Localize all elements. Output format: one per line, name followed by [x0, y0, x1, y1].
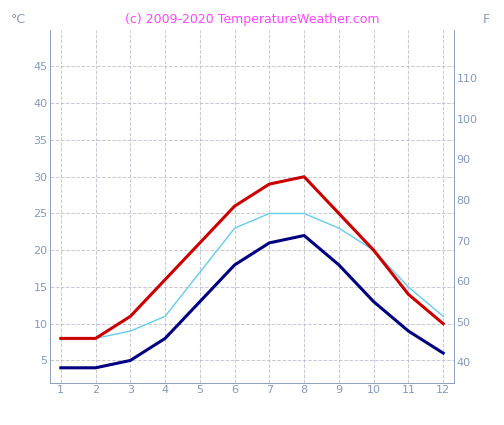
Text: F: F [482, 13, 489, 26]
Text: °C: °C [11, 13, 26, 26]
Title: (c) 2009-2020 TemperatureWeather.com: (c) 2009-2020 TemperatureWeather.com [125, 13, 379, 26]
